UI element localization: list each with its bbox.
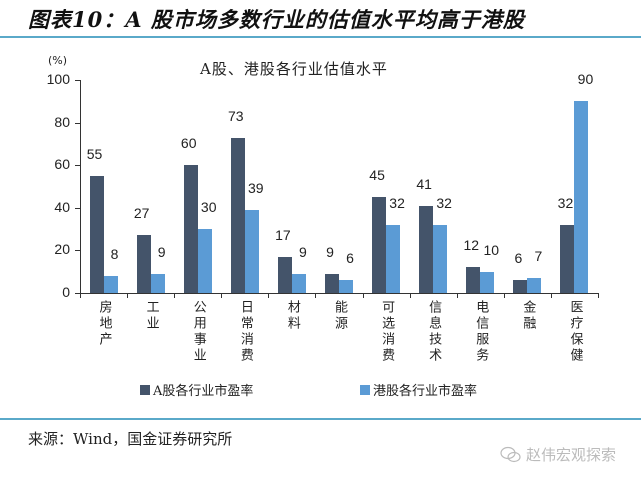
y-tick-label: 0 <box>62 284 70 300</box>
x-tick <box>315 293 317 298</box>
x-tick <box>503 293 505 298</box>
legend-hk-share: 港股各行业市盈率 <box>360 380 477 399</box>
chart-title: A股、港股各行业估值水平 <box>200 60 388 78</box>
top-rule <box>0 36 641 38</box>
bar-a-share <box>136 235 151 293</box>
y-tick-label: 40 <box>54 198 70 215</box>
y-tick <box>75 207 80 209</box>
bar-a-share <box>466 267 481 293</box>
bar-a-share <box>372 197 387 293</box>
y-axis <box>80 80 81 293</box>
value-label: 41 <box>416 175 432 192</box>
bar-hk-share <box>244 209 259 293</box>
y-axis-unit: (%) <box>48 54 68 67</box>
bar-hk-share <box>291 273 306 293</box>
bar-hk-share <box>574 101 589 293</box>
watermark: 赵伟宏观探索 <box>500 444 616 465</box>
value-label: 6 <box>514 250 523 267</box>
x-tick <box>409 293 411 298</box>
value-label: 73 <box>228 107 244 124</box>
legend-label-a-share: A股各行业市盈率 <box>153 384 254 399</box>
x-tick <box>174 293 176 298</box>
bar-a-share <box>325 273 339 293</box>
category-label: 金融 <box>520 300 536 332</box>
legend-swatch-hk-share <box>360 384 370 395</box>
bar-a-share <box>183 165 198 293</box>
x-tick <box>221 293 223 298</box>
watermark-text: 赵伟宏观探索 <box>526 446 617 464</box>
bar-hk-share <box>433 224 448 293</box>
bar-hk-share <box>103 275 118 293</box>
value-label: 32 <box>389 194 405 211</box>
value-label: 32 <box>557 194 574 211</box>
bar-a-share <box>513 280 528 293</box>
category-label: 日常消费 <box>237 300 253 364</box>
category-label: 电信服务 <box>473 300 489 364</box>
value-label: 39 <box>248 179 264 196</box>
value-label: 9 <box>326 243 334 260</box>
value-label: 60 <box>180 135 197 152</box>
y-tick <box>75 80 80 81</box>
legend-label-hk-share: 港股各行业市盈率 <box>373 384 478 399</box>
y-tick <box>75 293 80 294</box>
x-tick <box>550 293 552 298</box>
category-label: 材料 <box>284 300 300 332</box>
legend-swatch-a-share <box>140 384 150 395</box>
x-tick <box>268 293 270 298</box>
y-tick <box>75 122 80 124</box>
value-label: 9 <box>157 243 166 260</box>
bottom-rule <box>0 418 641 420</box>
wechat-icon <box>500 446 521 462</box>
figure-title: 图表10：A 股市场多数行业的估值水平均高于港股 <box>28 7 525 32</box>
bar-a-share <box>419 205 434 293</box>
y-tick <box>75 250 80 252</box>
value-label: 17 <box>275 226 291 243</box>
x-tick <box>456 293 458 298</box>
bar-a-share <box>230 137 245 293</box>
value-label: 32 <box>436 194 452 211</box>
x-tick <box>598 293 599 298</box>
category-label: 可选消费 <box>379 300 395 364</box>
value-label: 90 <box>577 71 594 88</box>
category-label: 公用事业 <box>190 300 206 364</box>
value-label: 12 <box>463 237 480 254</box>
value-label: 9 <box>299 243 307 260</box>
bar-hk-share <box>339 280 353 293</box>
legend-a-share: A股各行业市盈率 <box>140 380 253 399</box>
source-note: 来源：Wind，国金证券研究所 <box>28 430 233 448</box>
value-label: 8 <box>110 245 119 262</box>
x-tick <box>362 293 364 298</box>
value-label: 7 <box>534 248 543 265</box>
category-label: 能源 <box>332 300 347 332</box>
x-tick <box>80 293 81 298</box>
bar-hk-share <box>197 229 212 293</box>
bar-hk-share <box>527 278 542 293</box>
bar-hk-share <box>480 271 495 293</box>
category-label: 工业 <box>143 300 159 332</box>
bar-hk-share <box>150 273 165 293</box>
y-tick-label: 80 <box>54 113 70 130</box>
category-label: 房地产 <box>96 300 112 348</box>
bar-a-share <box>277 256 292 293</box>
value-label: 10 <box>483 241 500 258</box>
x-tick <box>127 293 129 298</box>
value-label: 27 <box>133 205 150 222</box>
value-label: 45 <box>369 167 385 184</box>
value-label: 6 <box>346 250 354 267</box>
x-axis <box>80 293 598 294</box>
bar-a-share <box>560 224 575 293</box>
bar-a-share <box>89 175 104 293</box>
category-label: 信息技术 <box>426 300 442 364</box>
bar-hk-share <box>386 224 401 293</box>
y-tick <box>75 165 80 167</box>
y-tick-label: 100 <box>46 71 70 87</box>
category-label: 医疗保健 <box>567 300 583 364</box>
y-tick-label: 60 <box>54 156 70 173</box>
value-label: 30 <box>200 199 217 216</box>
value-label: 55 <box>86 145 103 162</box>
y-tick-label: 20 <box>54 241 70 258</box>
